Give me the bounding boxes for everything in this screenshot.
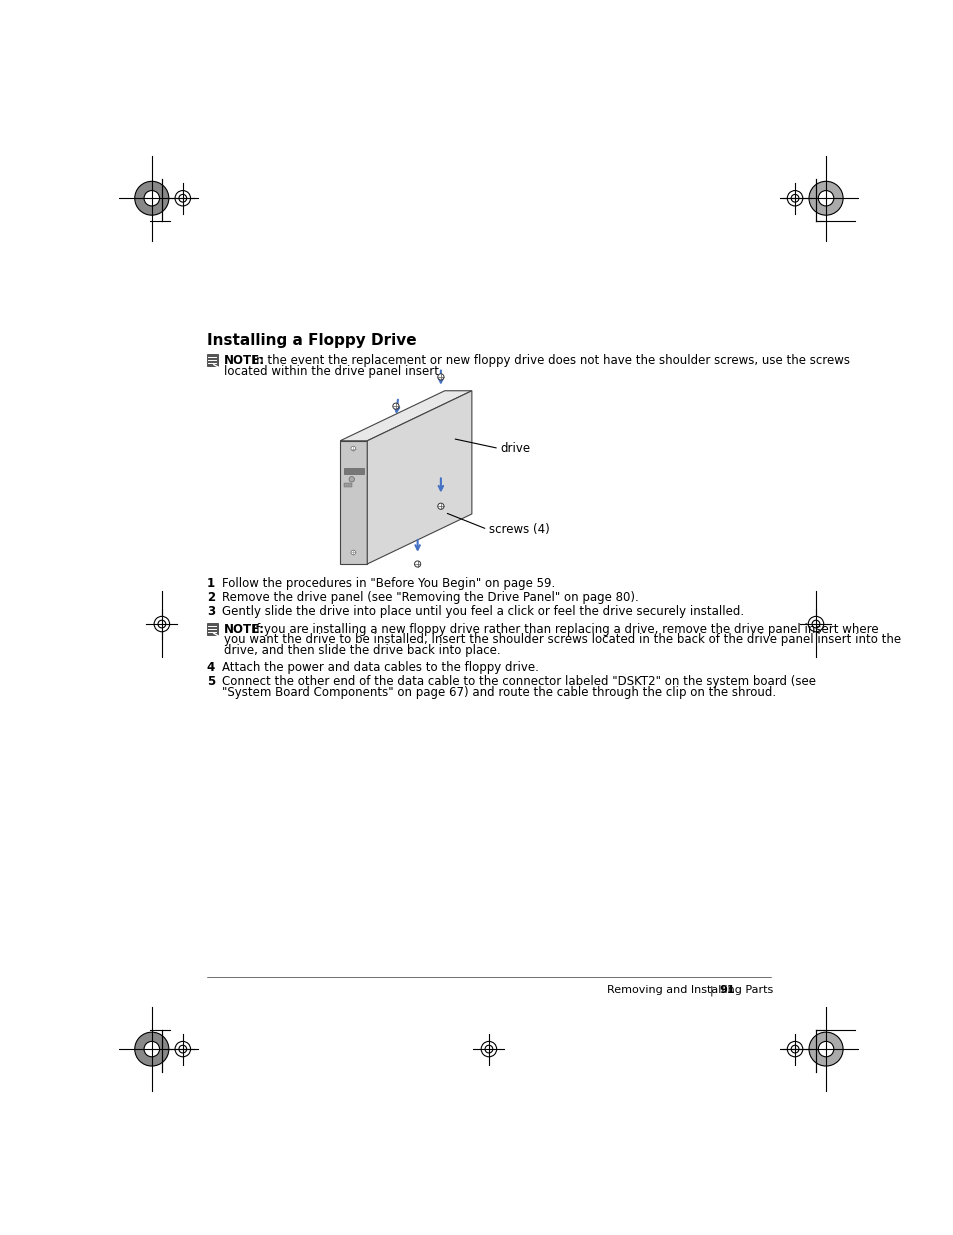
Polygon shape [344, 468, 364, 474]
Text: 4: 4 [207, 661, 214, 674]
Circle shape [437, 503, 443, 509]
Polygon shape [207, 622, 217, 635]
Text: Gently slide the drive into place until you feel a click or feel the drive secur: Gently slide the drive into place until … [221, 605, 743, 618]
Circle shape [393, 403, 398, 409]
Text: If you are installing a new floppy drive rather than replacing a drive, remove t: If you are installing a new floppy drive… [249, 622, 878, 636]
Text: 5: 5 [207, 674, 214, 688]
Text: 3: 3 [207, 605, 214, 618]
Text: 91: 91 [720, 986, 735, 995]
Text: Connect the other end of the data cable to the connector labeled "DSKT2" on the : Connect the other end of the data cable … [221, 674, 815, 688]
Polygon shape [340, 390, 472, 441]
Text: "System Board Components" on page 67) and route the cable through the clip on th: "System Board Components" on page 67) an… [221, 685, 775, 699]
Polygon shape [207, 353, 217, 366]
Text: In the event the replacement or new floppy drive does not have the shoulder scre: In the event the replacement or new flop… [249, 353, 849, 367]
Circle shape [134, 182, 169, 215]
Text: NOTE:: NOTE: [224, 622, 265, 636]
Circle shape [144, 1041, 159, 1057]
Text: Attach the power and data cables to the floppy drive.: Attach the power and data cables to the … [221, 661, 537, 674]
Polygon shape [367, 390, 472, 564]
Text: 1: 1 [207, 577, 214, 590]
Text: Remove the drive panel (see "Removing the Drive Panel" on page 80).: Remove the drive panel (see "Removing th… [221, 592, 638, 604]
Circle shape [415, 561, 420, 567]
Circle shape [134, 1032, 169, 1066]
Text: Installing a Floppy Drive: Installing a Floppy Drive [207, 333, 416, 348]
Text: |: | [709, 986, 713, 995]
Text: drive: drive [500, 442, 530, 454]
Circle shape [144, 190, 159, 206]
Polygon shape [344, 483, 352, 487]
Text: located within the drive panel insert.: located within the drive panel insert. [224, 364, 442, 378]
Text: Removing and Installing Parts: Removing and Installing Parts [607, 986, 773, 995]
Text: you want the drive to be installed, insert the shoulder screws located in the ba: you want the drive to be installed, inse… [224, 634, 900, 646]
Text: 2: 2 [207, 592, 214, 604]
Text: screws (4): screws (4) [488, 522, 549, 536]
Circle shape [351, 446, 355, 451]
Circle shape [437, 374, 443, 380]
Text: Follow the procedures in "Before You Begin" on page 59.: Follow the procedures in "Before You Beg… [221, 577, 555, 590]
Text: NOTE:: NOTE: [224, 353, 265, 367]
Circle shape [818, 1041, 833, 1057]
Circle shape [349, 477, 355, 482]
Circle shape [351, 550, 355, 555]
Polygon shape [340, 441, 367, 564]
Text: drive, and then slide the drive back into place.: drive, and then slide the drive back int… [224, 645, 500, 657]
Circle shape [818, 190, 833, 206]
Circle shape [808, 1032, 842, 1066]
Circle shape [808, 182, 842, 215]
